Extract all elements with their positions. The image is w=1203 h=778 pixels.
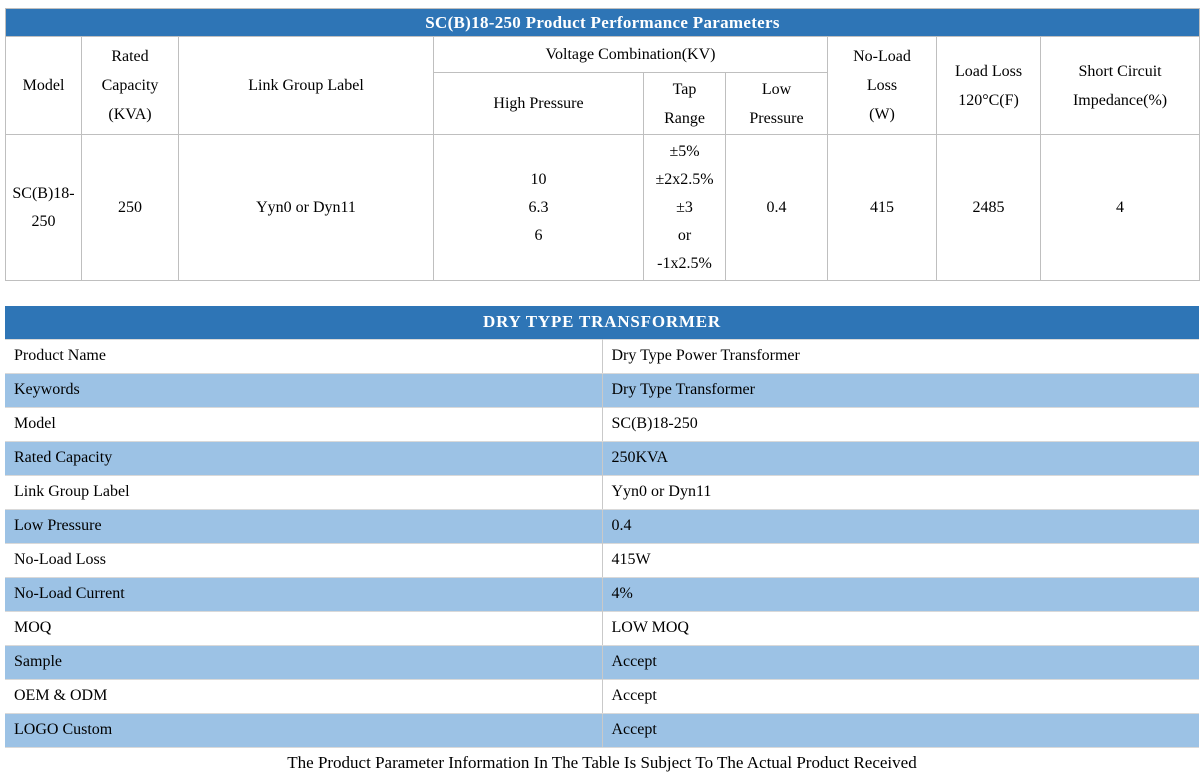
header-high-pressure: High Pressure <box>433 72 644 135</box>
spec-value: Dry Type Power Transformer <box>602 338 1199 374</box>
spec-value: 0.4 <box>611 517 632 534</box>
cell-short-circuit-impedance: 4 <box>1039 134 1201 281</box>
spec-value: Yyn0 or Dyn11 <box>602 474 1199 510</box>
spec-label: MOQ <box>5 610 603 646</box>
spec-row-logo-custom: LOGO Custom Accept <box>5 713 1199 747</box>
spec-table: DRY TYPE TRANSFORMER Product Name Dry Ty… <box>5 306 1199 747</box>
spec-row-low-pressure: Low Pressure 0.4 <box>5 509 1199 543</box>
spec-label: Model <box>5 406 603 442</box>
spec-label: Low Pressure <box>5 509 603 543</box>
header-link-group-label: Link Group Label <box>178 36 434 135</box>
spec-value: SC(B)18-250 <box>602 406 1199 442</box>
spec-table-title: DRY TYPE TRANSFORMER <box>5 306 1199 339</box>
spec-row-oem-odm: OEM & ODM Accept <box>5 678 1199 714</box>
cell-high-pressure: 10 6.3 6 <box>433 134 644 281</box>
spec-value: LOW MOQ <box>602 610 1199 646</box>
performance-table-data-row: SC(B)18-250 250 Yyn0 or Dyn11 10 6.3 6 ±… <box>5 134 1201 281</box>
cell-load-loss: 2485 <box>936 134 1041 281</box>
spec-value: 415W <box>602 542 1199 578</box>
spec-value: 4% <box>611 585 633 602</box>
spec-row-no-load-current: No-Load Current 4% <box>5 577 1199 611</box>
spec-value: Accept <box>611 653 657 670</box>
spec-value: Accept <box>602 678 1199 714</box>
spec-row-no-load-loss: No-Load Loss 415W <box>5 542 1199 578</box>
header-no-load-loss: No-Load Loss (W) <box>827 36 937 135</box>
footer-note: The Product Parameter Information In The… <box>5 747 1199 777</box>
spec-row-keywords: Keywords Dry Type Transformer <box>5 373 1199 407</box>
header-voltage-combination: Voltage Combination(KV) <box>433 36 828 73</box>
spec-row-rated-capacity: Rated Capacity 250KVA <box>5 441 1199 475</box>
spec-value: 250KVA <box>611 449 669 466</box>
performance-table: SC(B)18-250 Product Performance Paramete… <box>4 8 1201 281</box>
cell-rated-capacity: 250 <box>81 134 179 281</box>
header-model: Model <box>5 36 82 135</box>
spec-value: Dry Type Transformer <box>611 381 755 398</box>
cell-link-group-label: Yyn0 or Dyn11 <box>178 134 434 281</box>
cell-model: SC(B)18-250 <box>5 134 82 281</box>
header-tap-range: Tap Range <box>643 72 726 135</box>
performance-table-title-row: SC(B)18-250 Product Performance Paramete… <box>4 8 1201 37</box>
spec-value: Accept <box>611 721 657 739</box>
performance-table-header-row-1: Model Rated Capacity (KVA) Link Group La… <box>5 36 1201 135</box>
cell-low-pressure: 0.4 <box>725 134 828 281</box>
header-short-circuit-impedance: Short Circuit Impedance(%) <box>1039 36 1201 135</box>
header-rated-capacity: Rated Capacity (KVA) <box>81 36 179 135</box>
performance-table-header-row-2: High Pressure Tap Range Low Pressure <box>6 72 1200 135</box>
spec-label: No-Load Current <box>5 577 603 611</box>
spec-table-title-row: DRY TYPE TRANSFORMER <box>5 306 1199 339</box>
spec-label: No-Load Loss <box>5 542 603 578</box>
spec-row-sample: Sample Accept <box>5 645 1199 679</box>
spec-label: Keywords <box>5 373 603 407</box>
spec-label: Product Name <box>5 338 603 374</box>
header-load-loss: Load Loss 120°C(F) <box>936 36 1041 135</box>
spec-label: Sample <box>5 645 603 679</box>
cell-tap-range: ±5% ±2x2.5% ±3 or -1x2.5% <box>643 134 726 281</box>
spec-row-link-group-label: Link Group Label Yyn0 or Dyn11 <box>5 474 1199 510</box>
spec-label: Rated Capacity <box>5 441 603 475</box>
spec-row-moq: MOQ LOW MOQ <box>5 610 1199 646</box>
header-low-pressure: Low Pressure <box>725 72 828 135</box>
spec-row-model: Model SC(B)18-250 <box>5 406 1199 442</box>
performance-table-title: SC(B)18-250 Product Performance Paramete… <box>4 8 1201 37</box>
spec-row-product-name: Product Name Dry Type Power Transformer <box>5 338 1199 374</box>
spec-label: OEM & ODM <box>5 678 603 714</box>
spec-label: LOGO Custom <box>5 713 603 747</box>
spec-label: Link Group Label <box>5 474 603 510</box>
cell-no-load-loss: 415 <box>827 134 937 281</box>
